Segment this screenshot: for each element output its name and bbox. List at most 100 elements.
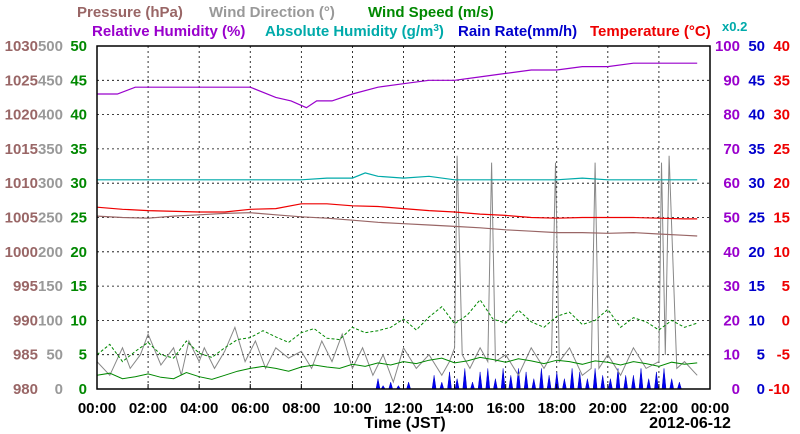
y-tick-pressure: 1005	[5, 210, 38, 227]
y-tick-wind_dir: 0	[55, 381, 63, 398]
y-tick-rain: 40	[748, 107, 765, 124]
x-tick-label: 22:00	[640, 400, 678, 417]
y-tick-rh: 80	[723, 107, 740, 124]
y-tick-rain: 45	[748, 72, 765, 89]
legend-rh: Relative Humidity (%)	[92, 23, 245, 40]
y-tick-wind_speed: 45	[70, 72, 87, 89]
y-tick-wind_dir: 300	[38, 175, 63, 192]
wind-speed-avg-line	[96, 356, 698, 380]
y-tick-wind_dir: 500	[38, 38, 63, 55]
x-tick-label: 08:00	[282, 400, 320, 417]
y-tick-rain: 5	[757, 347, 765, 364]
y-tick-rain: 35	[748, 141, 765, 158]
y-tick-rh: 10	[723, 347, 740, 364]
x-tick-label: 04:00	[180, 400, 218, 417]
y-tick-pressure: 980	[13, 381, 38, 398]
y-tick-wind_dir: 200	[38, 244, 63, 261]
y-tick-wind_speed: 5	[79, 347, 87, 364]
y-tick-pressure: 985	[13, 347, 38, 364]
y-tick-pressure: 1015	[5, 141, 38, 158]
series-layer	[96, 62, 698, 390]
pressure-hpa-line	[96, 212, 698, 237]
y-tick-temp: 10	[773, 244, 790, 261]
y-tick-pressure: 990	[13, 312, 38, 329]
y-tick-rh: 40	[723, 244, 740, 261]
x-tick-label: 12:00	[384, 400, 422, 417]
legend-wind_dir: Wind Direction (°)	[209, 4, 335, 21]
y-tick-temp: 35	[773, 72, 790, 89]
y-tick-wind_speed: 50	[70, 38, 87, 55]
y-tick-wind_dir: 250	[38, 210, 63, 227]
rain-rate-area	[375, 368, 682, 390]
y-tick-wind_dir: 150	[38, 278, 63, 295]
y-tick-rain: 50	[748, 38, 765, 55]
y-tick-pressure: 1000	[5, 244, 38, 261]
x-axis-label: Time (JST)	[364, 415, 446, 432]
y-tick-rain: 20	[748, 244, 765, 261]
y-tick-wind_speed: 10	[70, 312, 87, 329]
y-tick-rh: 70	[723, 141, 740, 158]
y-tick-wind_dir: 50	[46, 347, 63, 364]
wind-speed-max-line	[96, 298, 698, 363]
x-tick-label: 16:00	[486, 400, 524, 417]
x-tick-label: 00:00	[691, 400, 729, 417]
y-tick-pressure: 995	[13, 278, 38, 295]
y-tick-wind_speed: 25	[70, 210, 87, 227]
legend-ah: Absolute Humidity (g/m3)	[265, 23, 444, 41]
x-tick-label: 10:00	[333, 400, 371, 417]
temperature-c-line	[96, 203, 698, 220]
relative-humidity-line	[97, 62, 698, 109]
y-tick-rh: 90	[723, 72, 740, 89]
x-tick-label: 06:00	[231, 400, 269, 417]
y-tick-temp: 30	[773, 107, 790, 124]
y-tick-rain: 10	[748, 312, 765, 329]
y-tick-rain: 0	[757, 381, 765, 398]
y-tick-wind_speed: 40	[70, 107, 87, 124]
y-tick-wind_speed: 30	[70, 175, 87, 192]
y-tick-rain: 30	[748, 175, 765, 192]
y-tick-temp: -10	[768, 381, 790, 398]
y-tick-wind_dir: 350	[38, 141, 63, 158]
y-tick-wind_dir: 450	[38, 72, 63, 89]
y-tick-wind_dir: 400	[38, 107, 63, 124]
x-tick-label: 02:00	[129, 400, 167, 417]
y-tick-temp: 15	[773, 210, 790, 227]
legend-rain: Rain Rate(mm/h)	[458, 23, 577, 40]
wind-direction-line	[96, 155, 698, 384]
y-tick-temp: 40	[773, 38, 790, 55]
date-label: 2012-06-12	[649, 415, 731, 432]
y-tick-wind_dir: 100	[38, 312, 63, 329]
y-tick-rh: 20	[723, 312, 740, 329]
axes: 9809859909951000100510101015102010251030…	[5, 38, 790, 417]
legend-wind_speed: Wind Speed (m/s)	[368, 4, 494, 21]
y-tick-rh: 0	[732, 381, 740, 398]
y-tick-wind_speed: 20	[70, 244, 87, 261]
y-tick-temp: 5	[782, 278, 790, 295]
legend-pressure: Pressure (hPa)	[77, 4, 183, 21]
legend-temp: Temperature (°C)	[590, 23, 711, 40]
y-tick-rain: 15	[748, 278, 765, 295]
y-tick-rh: 50	[723, 210, 740, 227]
y-tick-pressure: 1010	[5, 175, 38, 192]
legend-ah-scale-note: x0.2	[722, 19, 747, 34]
x-tick-label: 14:00	[435, 400, 473, 417]
y-tick-wind_speed: 35	[70, 141, 87, 158]
y-tick-rh: 30	[723, 278, 740, 295]
y-tick-temp: 0	[782, 312, 790, 329]
y-tick-rh: 100	[715, 38, 740, 55]
y-tick-rh: 60	[723, 175, 740, 192]
y-tick-rain: 25	[748, 210, 765, 227]
y-tick-pressure: 1030	[5, 38, 38, 55]
absolute-humidity-g-m3-x0-2-line	[97, 172, 698, 181]
y-tick-temp: 25	[773, 141, 790, 158]
y-tick-temp: -5	[777, 347, 790, 364]
x-tick-label: 18:00	[538, 400, 576, 417]
y-tick-wind_speed: 15	[70, 278, 87, 295]
y-tick-wind_speed: 0	[79, 381, 87, 398]
y-tick-pressure: 1025	[5, 72, 38, 89]
y-tick-temp: 20	[773, 175, 790, 192]
legend: Pressure (hPa) Wind Direction (°) Wind Spe…	[77, 4, 747, 40]
x-tick-label: 00:00	[78, 400, 116, 417]
y-tick-pressure: 1020	[5, 107, 38, 124]
